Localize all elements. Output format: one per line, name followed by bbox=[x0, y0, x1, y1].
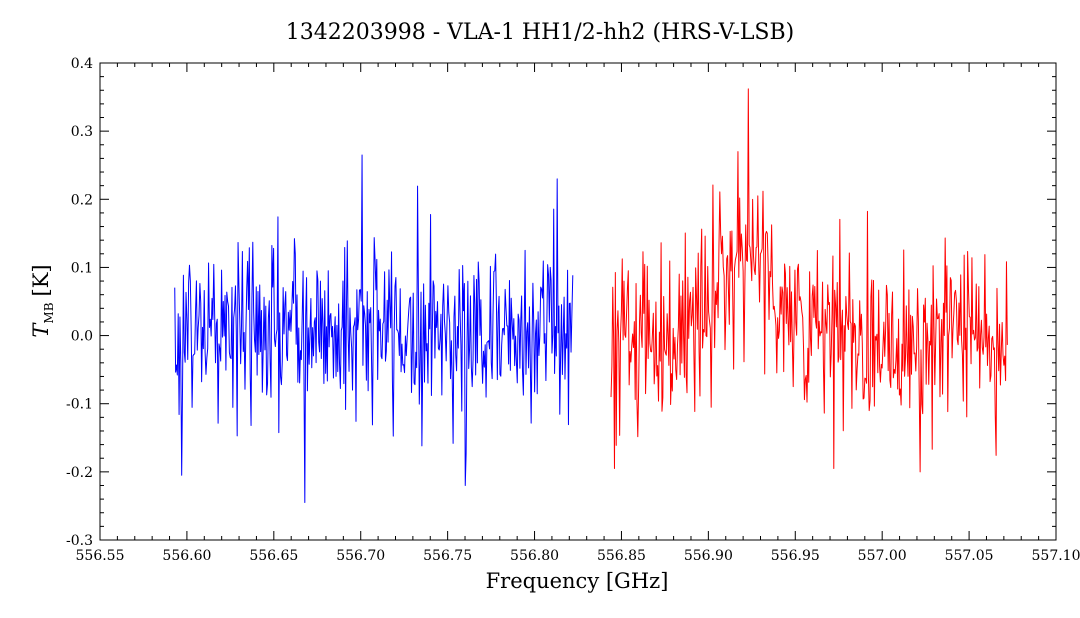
y-axis-label-unit: [K] bbox=[29, 264, 53, 296]
x-tick-label: 556.65 bbox=[249, 548, 298, 564]
y-tick-label: 0.1 bbox=[71, 260, 93, 276]
y-axis-label: TMB [K] bbox=[29, 264, 56, 337]
x-tick-label: 556.60 bbox=[162, 548, 211, 564]
spectrum-series-2 bbox=[610, 88, 1008, 473]
y-tick-label: -0.3 bbox=[66, 533, 93, 549]
y-axis: -0.3 -0.2 -0.1 0.0 0.1 0.2 0.3 0.4 bbox=[66, 56, 1056, 549]
x-tick-label: 557.05 bbox=[945, 548, 994, 564]
x-tick-label: 556.90 bbox=[684, 548, 733, 564]
x-tick-label: 556.55 bbox=[76, 548, 125, 564]
x-tick-label: 556.85 bbox=[597, 548, 646, 564]
plot-frame bbox=[99, 62, 1057, 541]
y-tick-label: 0.4 bbox=[71, 56, 93, 72]
y-tick-label: 0.3 bbox=[71, 124, 93, 140]
series-layer bbox=[174, 88, 1008, 504]
y-axis-label-sub: MB bbox=[42, 302, 56, 323]
spectrum-series-1 bbox=[174, 154, 574, 504]
y-tick-label: 0.2 bbox=[71, 192, 93, 208]
chart-title: 1342203998 - VLA-1 HH1/2-hh2 (HRS-V-LSB) bbox=[286, 20, 795, 45]
x-tick-label: 557.00 bbox=[858, 548, 907, 564]
x-tick-label: 556.80 bbox=[510, 548, 559, 564]
x-tick-label: 557.10 bbox=[1032, 548, 1080, 564]
x-tick-label: 556.75 bbox=[423, 548, 472, 564]
x-tick-label: 556.95 bbox=[771, 548, 820, 564]
x-axis: 556.55 556.60 556.65 556.70 556.75 556.80 556.… bbox=[76, 63, 1080, 564]
x-tick-label: 556.70 bbox=[336, 548, 385, 564]
y-tick-label: -0.1 bbox=[66, 397, 93, 413]
x-axis-label: Frequency [GHz] bbox=[486, 569, 669, 593]
y-tick-label: -0.2 bbox=[66, 465, 93, 481]
svg-text:TMB[K]: TMB [K] bbox=[29, 264, 56, 337]
y-axis-label-main: T bbox=[29, 322, 53, 338]
y-tick-label: 0.0 bbox=[71, 329, 93, 345]
